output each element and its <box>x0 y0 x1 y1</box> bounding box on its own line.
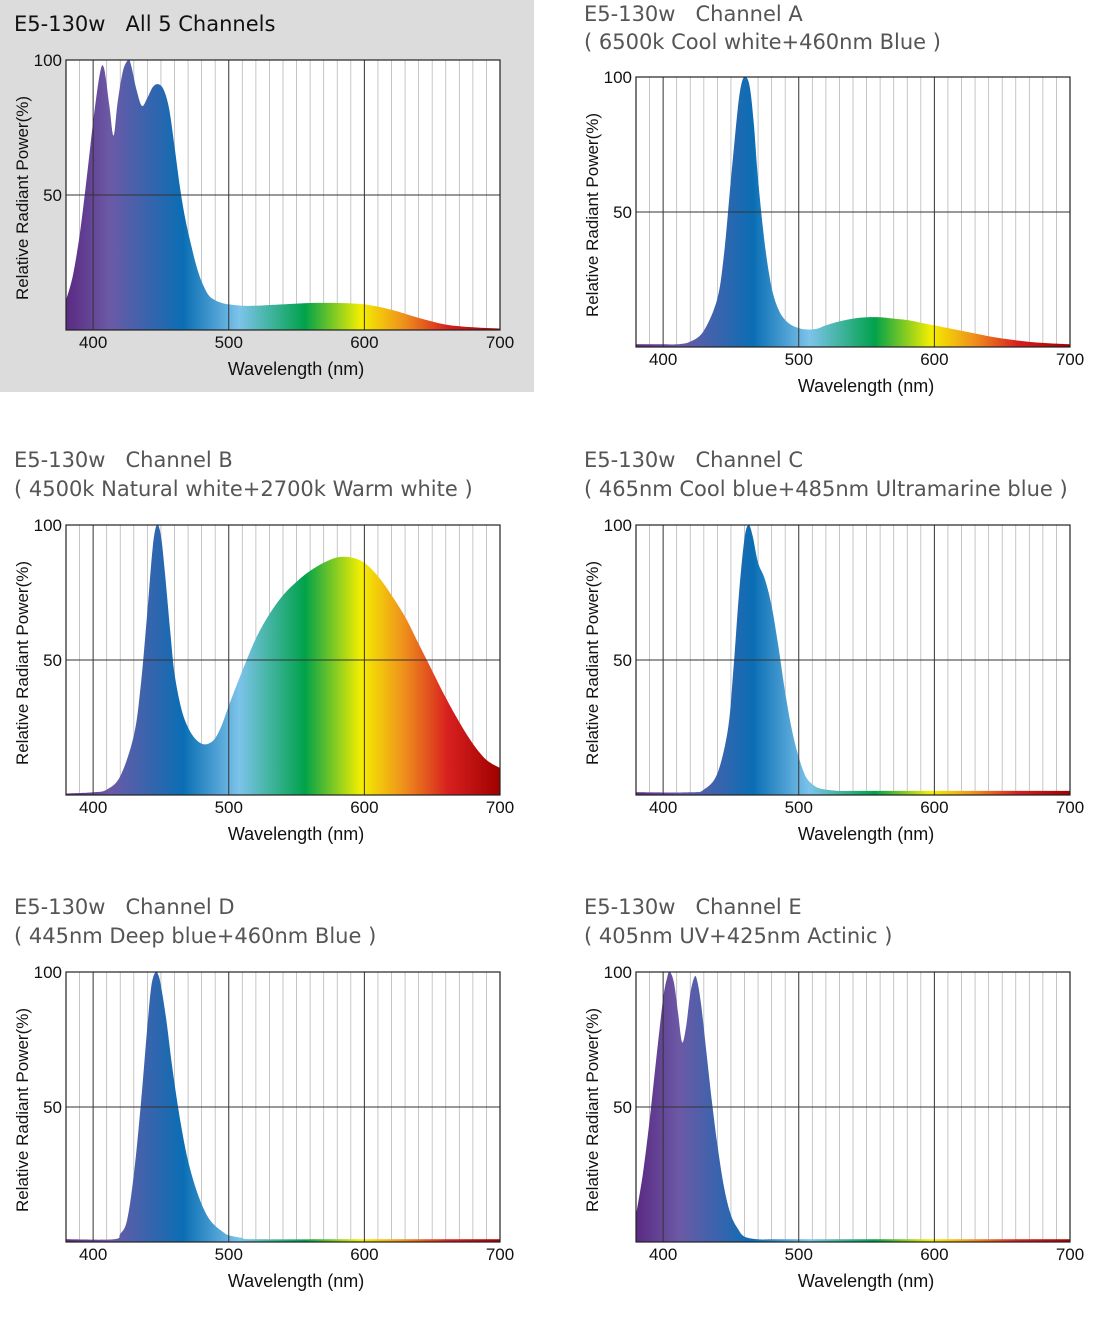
spectrum-area <box>66 971 500 1242</box>
spectrum-chart-e: 50 100 400 500 600 700 Wavelength (nm) Relative… <box>583 963 1084 1291</box>
x-tick-label: 600 <box>350 333 378 352</box>
x-tick-label: 400 <box>649 1245 677 1264</box>
spectrum-area <box>636 524 1070 795</box>
plot-frame <box>635 971 1071 1243</box>
x-tick-label: 600 <box>920 1245 948 1264</box>
chart-title: E5-130w All 5 Channels <box>14 12 276 36</box>
x-tick-label: 700 <box>486 798 514 817</box>
spectrum-area <box>636 971 1070 1242</box>
y-tick-label: 100 <box>604 516 632 535</box>
panel-channel-c: E5-130w Channel C ( 465nm Cool blue+485n… <box>570 448 1110 878</box>
chart-title: E5-130w Channel C <box>584 448 804 472</box>
x-axis-label: Wavelength (nm) <box>798 376 934 396</box>
y-tick-label: 100 <box>34 51 62 70</box>
panel-all-channels: E5-130w All 5 Channels 50 100 400 500 600 700… <box>0 0 534 392</box>
y-axis-label: Relative Radiant Power(%) <box>13 96 32 300</box>
spectrum-area <box>636 76 1070 347</box>
plot-frame <box>635 76 1071 348</box>
spectrum-chart-all: 50 100 400 500 600 700 Wavelength (nm) Relative… <box>13 51 514 379</box>
panel-channel-a: E5-130w Channel A ( 6500k Cool white+460… <box>570 0 1110 430</box>
y-tick-label: 50 <box>43 1098 62 1117</box>
chart-subtitle: ( 4500k Natural white+2700k Warm white ) <box>14 477 473 501</box>
x-axis-label: Wavelength (nm) <box>228 359 364 379</box>
panel-channel-d: E5-130w Channel D ( 445nm Deep blue+460n… <box>0 895 555 1325</box>
x-tick-label: 400 <box>79 333 107 352</box>
spectrum-chart-b: 50 100 400 500 600 700 Wavelength (nm) Relative… <box>13 516 514 844</box>
spectrum-chart-a: 50 100 400 500 600 700 Wavelength (nm) Relative… <box>583 68 1084 396</box>
x-tick-label: 500 <box>215 1245 243 1264</box>
y-tick-label: 50 <box>613 203 632 222</box>
chart-title: E5-130w Channel E <box>584 895 802 919</box>
y-tick-label: 100 <box>34 516 62 535</box>
x-tick-label: 400 <box>79 798 107 817</box>
chart-title: E5-130w Channel D <box>14 895 235 919</box>
x-tick-label: 700 <box>486 1245 514 1264</box>
x-axis-label: Wavelength (nm) <box>228 1271 364 1291</box>
y-axis-label: Relative Radiant Power(%) <box>583 561 602 765</box>
x-tick-label: 600 <box>920 798 948 817</box>
x-tick-label: 700 <box>1056 350 1084 369</box>
y-axis-label: Relative Radiant Power(%) <box>13 561 32 765</box>
x-tick-label: 500 <box>215 333 243 352</box>
chart-subtitle: ( 6500k Cool white+460nm Blue ) <box>584 30 941 54</box>
y-tick-label: 50 <box>43 186 62 205</box>
spectrum-chart-c: 50 100 400 500 600 700 Wavelength (nm) Relative… <box>583 516 1084 844</box>
y-axis-label: Relative Radiant Power(%) <box>583 1008 602 1212</box>
x-tick-label: 500 <box>785 350 813 369</box>
x-axis-label: Wavelength (nm) <box>228 824 364 844</box>
chart-title: E5-130w Channel B <box>14 448 233 472</box>
spectrum-chart-d: 50 100 400 500 600 700 Wavelength (nm) Relative… <box>13 963 514 1291</box>
x-axis-label: Wavelength (nm) <box>798 824 934 844</box>
y-tick-label: 50 <box>613 1098 632 1117</box>
x-tick-label: 500 <box>785 798 813 817</box>
plot-frame <box>65 971 501 1243</box>
x-tick-label: 500 <box>215 798 243 817</box>
x-tick-label: 600 <box>920 350 948 369</box>
spectrum-area <box>66 59 500 330</box>
y-tick-label: 100 <box>604 963 632 982</box>
chart-subtitle: ( 445nm Deep blue+460nm Blue ) <box>14 924 377 948</box>
chart-subtitle: ( 405nm UV+425nm Actinic ) <box>584 924 893 948</box>
x-tick-label: 500 <box>785 1245 813 1264</box>
chart-title: E5-130w Channel A <box>584 2 803 26</box>
chart-subtitle: ( 465nm Cool blue+485nm Ultramarine blue… <box>584 477 1068 501</box>
y-axis-label: Relative Radiant Power(%) <box>583 113 602 317</box>
x-tick-label: 700 <box>1056 1245 1084 1264</box>
x-tick-label: 600 <box>350 1245 378 1264</box>
x-axis-label: Wavelength (nm) <box>798 1271 934 1291</box>
panel-channel-b: E5-130w Channel B ( 4500k Natural white+… <box>0 448 555 878</box>
y-tick-label: 100 <box>34 963 62 982</box>
y-tick-label: 50 <box>43 651 62 670</box>
x-tick-label: 400 <box>79 1245 107 1264</box>
panel-channel-e: E5-130w Channel E ( 405nm UV+425nm Actin… <box>570 895 1110 1325</box>
x-tick-label: 700 <box>1056 798 1084 817</box>
plot-frame <box>65 524 501 796</box>
x-tick-label: 700 <box>486 333 514 352</box>
x-tick-label: 600 <box>350 798 378 817</box>
plot-frame <box>65 59 501 331</box>
y-tick-label: 50 <box>613 651 632 670</box>
plot-frame <box>635 524 1071 796</box>
x-tick-label: 400 <box>649 798 677 817</box>
x-tick-label: 400 <box>649 350 677 369</box>
y-tick-label: 100 <box>604 68 632 87</box>
y-axis-label: Relative Radiant Power(%) <box>13 1008 32 1212</box>
